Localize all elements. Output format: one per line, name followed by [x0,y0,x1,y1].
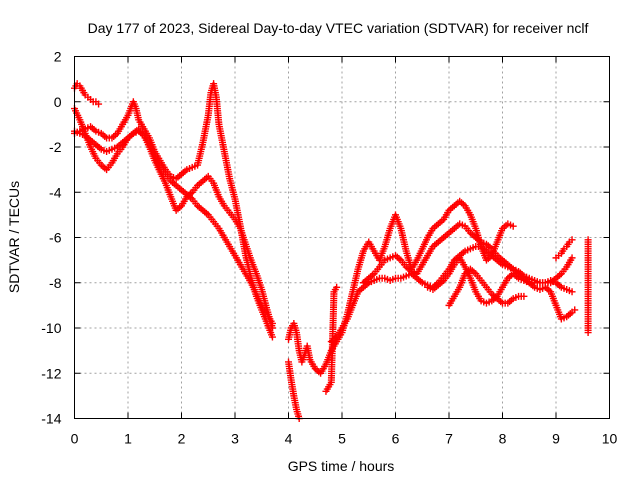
x-tick-label: 3 [231,431,239,447]
plot-frame [74,56,610,419]
y-tick-label: -14 [41,411,61,427]
data-points [71,80,592,422]
data-point [520,292,528,300]
y-tick-label: 0 [54,94,62,110]
x-tick-label: 7 [445,431,453,447]
y-tick-label: -12 [41,365,61,381]
data-point [509,222,517,230]
x-tick-label: 6 [392,431,400,447]
data-point [568,288,576,296]
x-tick-label: 0 [71,431,79,447]
x-tick-label: 8 [499,431,507,447]
y-tick-label: -8 [49,275,62,291]
x-tick-label: 4 [285,431,293,447]
y-tick-label: -4 [49,184,62,200]
y-tick-label: -2 [49,139,62,155]
x-axis-label: GPS time / hours [288,458,395,474]
x-tick-label: 9 [552,431,560,447]
x-tick-label: 2 [178,431,186,447]
x-tick-label: 1 [124,431,132,447]
x-tick-label: 5 [338,431,346,447]
y-tick-label: -6 [49,230,62,246]
y-tick-label: 2 [54,49,62,65]
data-point [584,329,592,337]
grid-lines [74,56,610,419]
data-point [568,236,576,244]
chart-title: Day 177 of 2023, Sidereal Day-to-day VTE… [88,20,589,36]
x-tick-label: 10 [602,431,618,447]
data-point [333,283,341,291]
data-point [95,100,103,108]
data-point [268,333,276,341]
data-point [568,254,576,262]
y-tick-label: -10 [41,320,61,336]
data-point [268,319,276,327]
data-point [571,306,579,314]
y-axis-label: SDTVAR / TECUs [6,181,22,293]
